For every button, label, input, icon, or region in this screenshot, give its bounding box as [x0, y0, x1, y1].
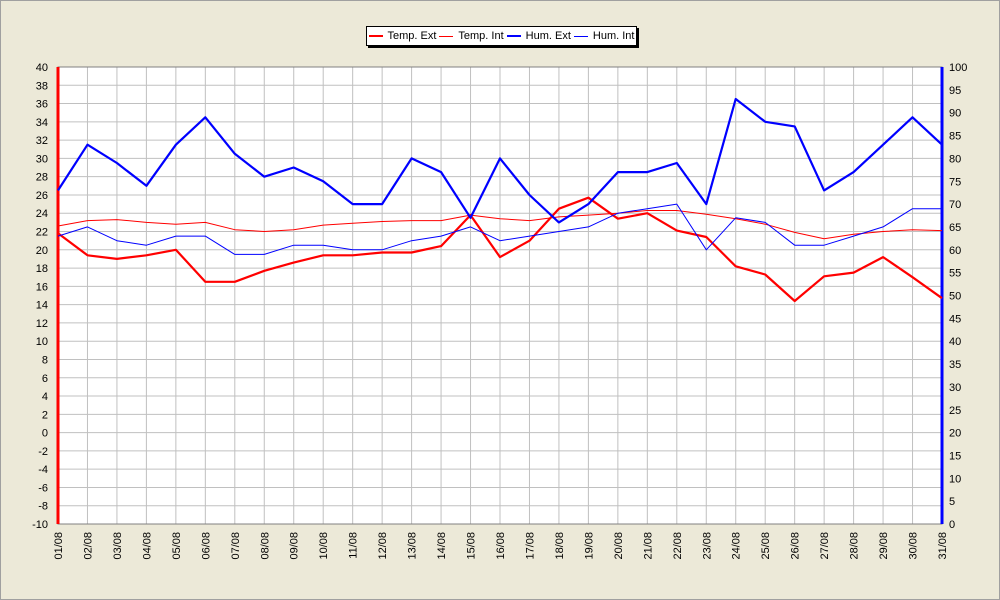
- x-tick-label: 21/08: [642, 532, 654, 560]
- x-tick-label: 12/08: [377, 532, 389, 560]
- legend-item-hum-ext: Hum. Ext: [506, 30, 571, 42]
- series-line-hum-ext: [57, 97, 943, 224]
- y-left-tick-label: 10: [36, 336, 48, 348]
- legend-item-temp-int: Temp. Int: [439, 30, 504, 42]
- y-left-tick-label: 16: [36, 281, 48, 293]
- y-right-tick-label: 100: [949, 62, 967, 74]
- x-tick-label: 02/08: [82, 532, 94, 560]
- legend-swatch: [506, 35, 521, 37]
- series-line-temp-ext: [57, 196, 943, 303]
- x-tick-label: 29/08: [878, 532, 890, 560]
- x-tick-label: 14/08: [436, 532, 448, 560]
- y-left-tick-label: 40: [36, 62, 48, 74]
- y-right-tick-label: 0: [949, 519, 955, 531]
- x-tick-label: 04/08: [141, 532, 153, 560]
- x-tick-label: 16/08: [495, 532, 507, 560]
- y-right-tick-label: 95: [949, 85, 961, 97]
- y-left-tick-label: -2: [38, 446, 48, 458]
- y-left-tick-label: 38: [36, 80, 48, 92]
- x-tick-label: 13/08: [407, 532, 419, 560]
- y-left-tick-label: 26: [36, 190, 48, 202]
- x-tick-label: 23/08: [701, 532, 713, 560]
- legend-item-temp-ext: Temp. Ext: [368, 30, 437, 42]
- y-left-tick-label: -6: [38, 482, 48, 494]
- x-tick-label: 01/08: [53, 532, 65, 560]
- x-tick-label: 18/08: [554, 532, 566, 560]
- x-tick-label: 10/08: [318, 532, 330, 560]
- legend-label: Temp. Ext: [387, 30, 437, 42]
- legend-label: Hum. Ext: [525, 30, 571, 42]
- y-right-tick-label: 25: [949, 405, 961, 417]
- x-tick-label: 06/08: [200, 532, 212, 560]
- x-tick-label: 07/08: [230, 532, 242, 560]
- y-right-tick-label: 75: [949, 176, 961, 188]
- x-tick-label: 24/08: [731, 532, 743, 560]
- x-tick-label: 25/08: [760, 532, 772, 560]
- y-right-tick-label: 85: [949, 131, 961, 143]
- x-tick-label: 17/08: [524, 532, 536, 560]
- y-right-tick-label: 80: [949, 153, 961, 165]
- y-left-tick-label: 18: [36, 263, 48, 275]
- y-right-tick-label: 60: [949, 245, 961, 257]
- series-line-hum-int: [57, 203, 942, 255]
- y-left-tick-label: 24: [36, 208, 48, 220]
- legend-item-hum-int: Hum. Int: [573, 30, 635, 42]
- y-left-tick-label: 20: [36, 245, 48, 257]
- legend-swatch: [439, 35, 454, 37]
- y-left-tick-label: 14: [36, 300, 48, 312]
- x-tick-label: 22/08: [672, 532, 684, 560]
- y-right-tick-label: 45: [949, 313, 961, 325]
- x-tick-label: 15/08: [466, 532, 478, 560]
- y-right-tick-label: 5: [949, 496, 955, 508]
- chart-legend: Temp. Ext Temp. Int Hum. Ext Hum. Int: [366, 26, 637, 46]
- y-left-tick-label: 34: [36, 117, 48, 129]
- y-right-tick-label: 70: [949, 199, 961, 211]
- y-left-tick-label: -10: [32, 519, 48, 531]
- y-left-tick-label: 28: [36, 172, 48, 184]
- series-line-temp-int: [57, 210, 943, 240]
- x-tick-label: 27/08: [819, 532, 831, 560]
- x-tick-label: 05/08: [171, 532, 183, 560]
- y-right-tick-label: 10: [949, 473, 961, 485]
- x-tick-label: 08/08: [259, 532, 271, 560]
- x-tick-label: 28/08: [849, 532, 861, 560]
- y-left-tick-label: 32: [36, 135, 48, 147]
- x-tick-label: 20/08: [613, 532, 625, 560]
- y-left-tick-label: 12: [36, 318, 48, 330]
- y-left-tick-label: 6: [42, 373, 48, 385]
- y-right-tick-label: 65: [949, 222, 961, 234]
- y-right-tick-label: 35: [949, 359, 961, 371]
- x-tick-label: 31/08: [937, 532, 949, 560]
- x-tick-label: 30/08: [908, 532, 920, 560]
- x-tick-label: 11/08: [348, 532, 360, 559]
- y-left-tick-label: 4: [42, 391, 48, 403]
- y-right-tick-label: 50: [949, 291, 961, 303]
- x-tick-label: 03/08: [112, 532, 124, 560]
- y-right-tick-label: 55: [949, 268, 961, 280]
- x-tick-label: 09/08: [289, 532, 301, 560]
- y-right-tick-label: 90: [949, 108, 961, 120]
- y-left-tick-label: 22: [36, 227, 48, 239]
- x-tick-label: 26/08: [790, 532, 802, 560]
- legend-swatch: [573, 35, 588, 37]
- y-left-tick-label: 2: [42, 409, 48, 421]
- y-right-tick-label: 20: [949, 428, 961, 440]
- y-right-tick-label: 30: [949, 382, 961, 394]
- legend-label: Hum. Int: [592, 30, 635, 42]
- y-left-tick-label: 8: [42, 354, 48, 366]
- y-left-tick-label: 0: [42, 428, 48, 440]
- y-right-tick-label: 15: [949, 450, 961, 462]
- y-left-tick-label: -4: [38, 464, 48, 476]
- y-left-tick-label: 36: [36, 99, 48, 111]
- legend-label: Temp. Int: [458, 30, 504, 42]
- x-tick-label: 19/08: [583, 532, 595, 560]
- legend-swatch: [368, 35, 383, 37]
- y-left-tick-label: -8: [38, 501, 48, 513]
- y-right-tick-label: 40: [949, 336, 961, 348]
- y-left-tick-label: 30: [36, 153, 48, 165]
